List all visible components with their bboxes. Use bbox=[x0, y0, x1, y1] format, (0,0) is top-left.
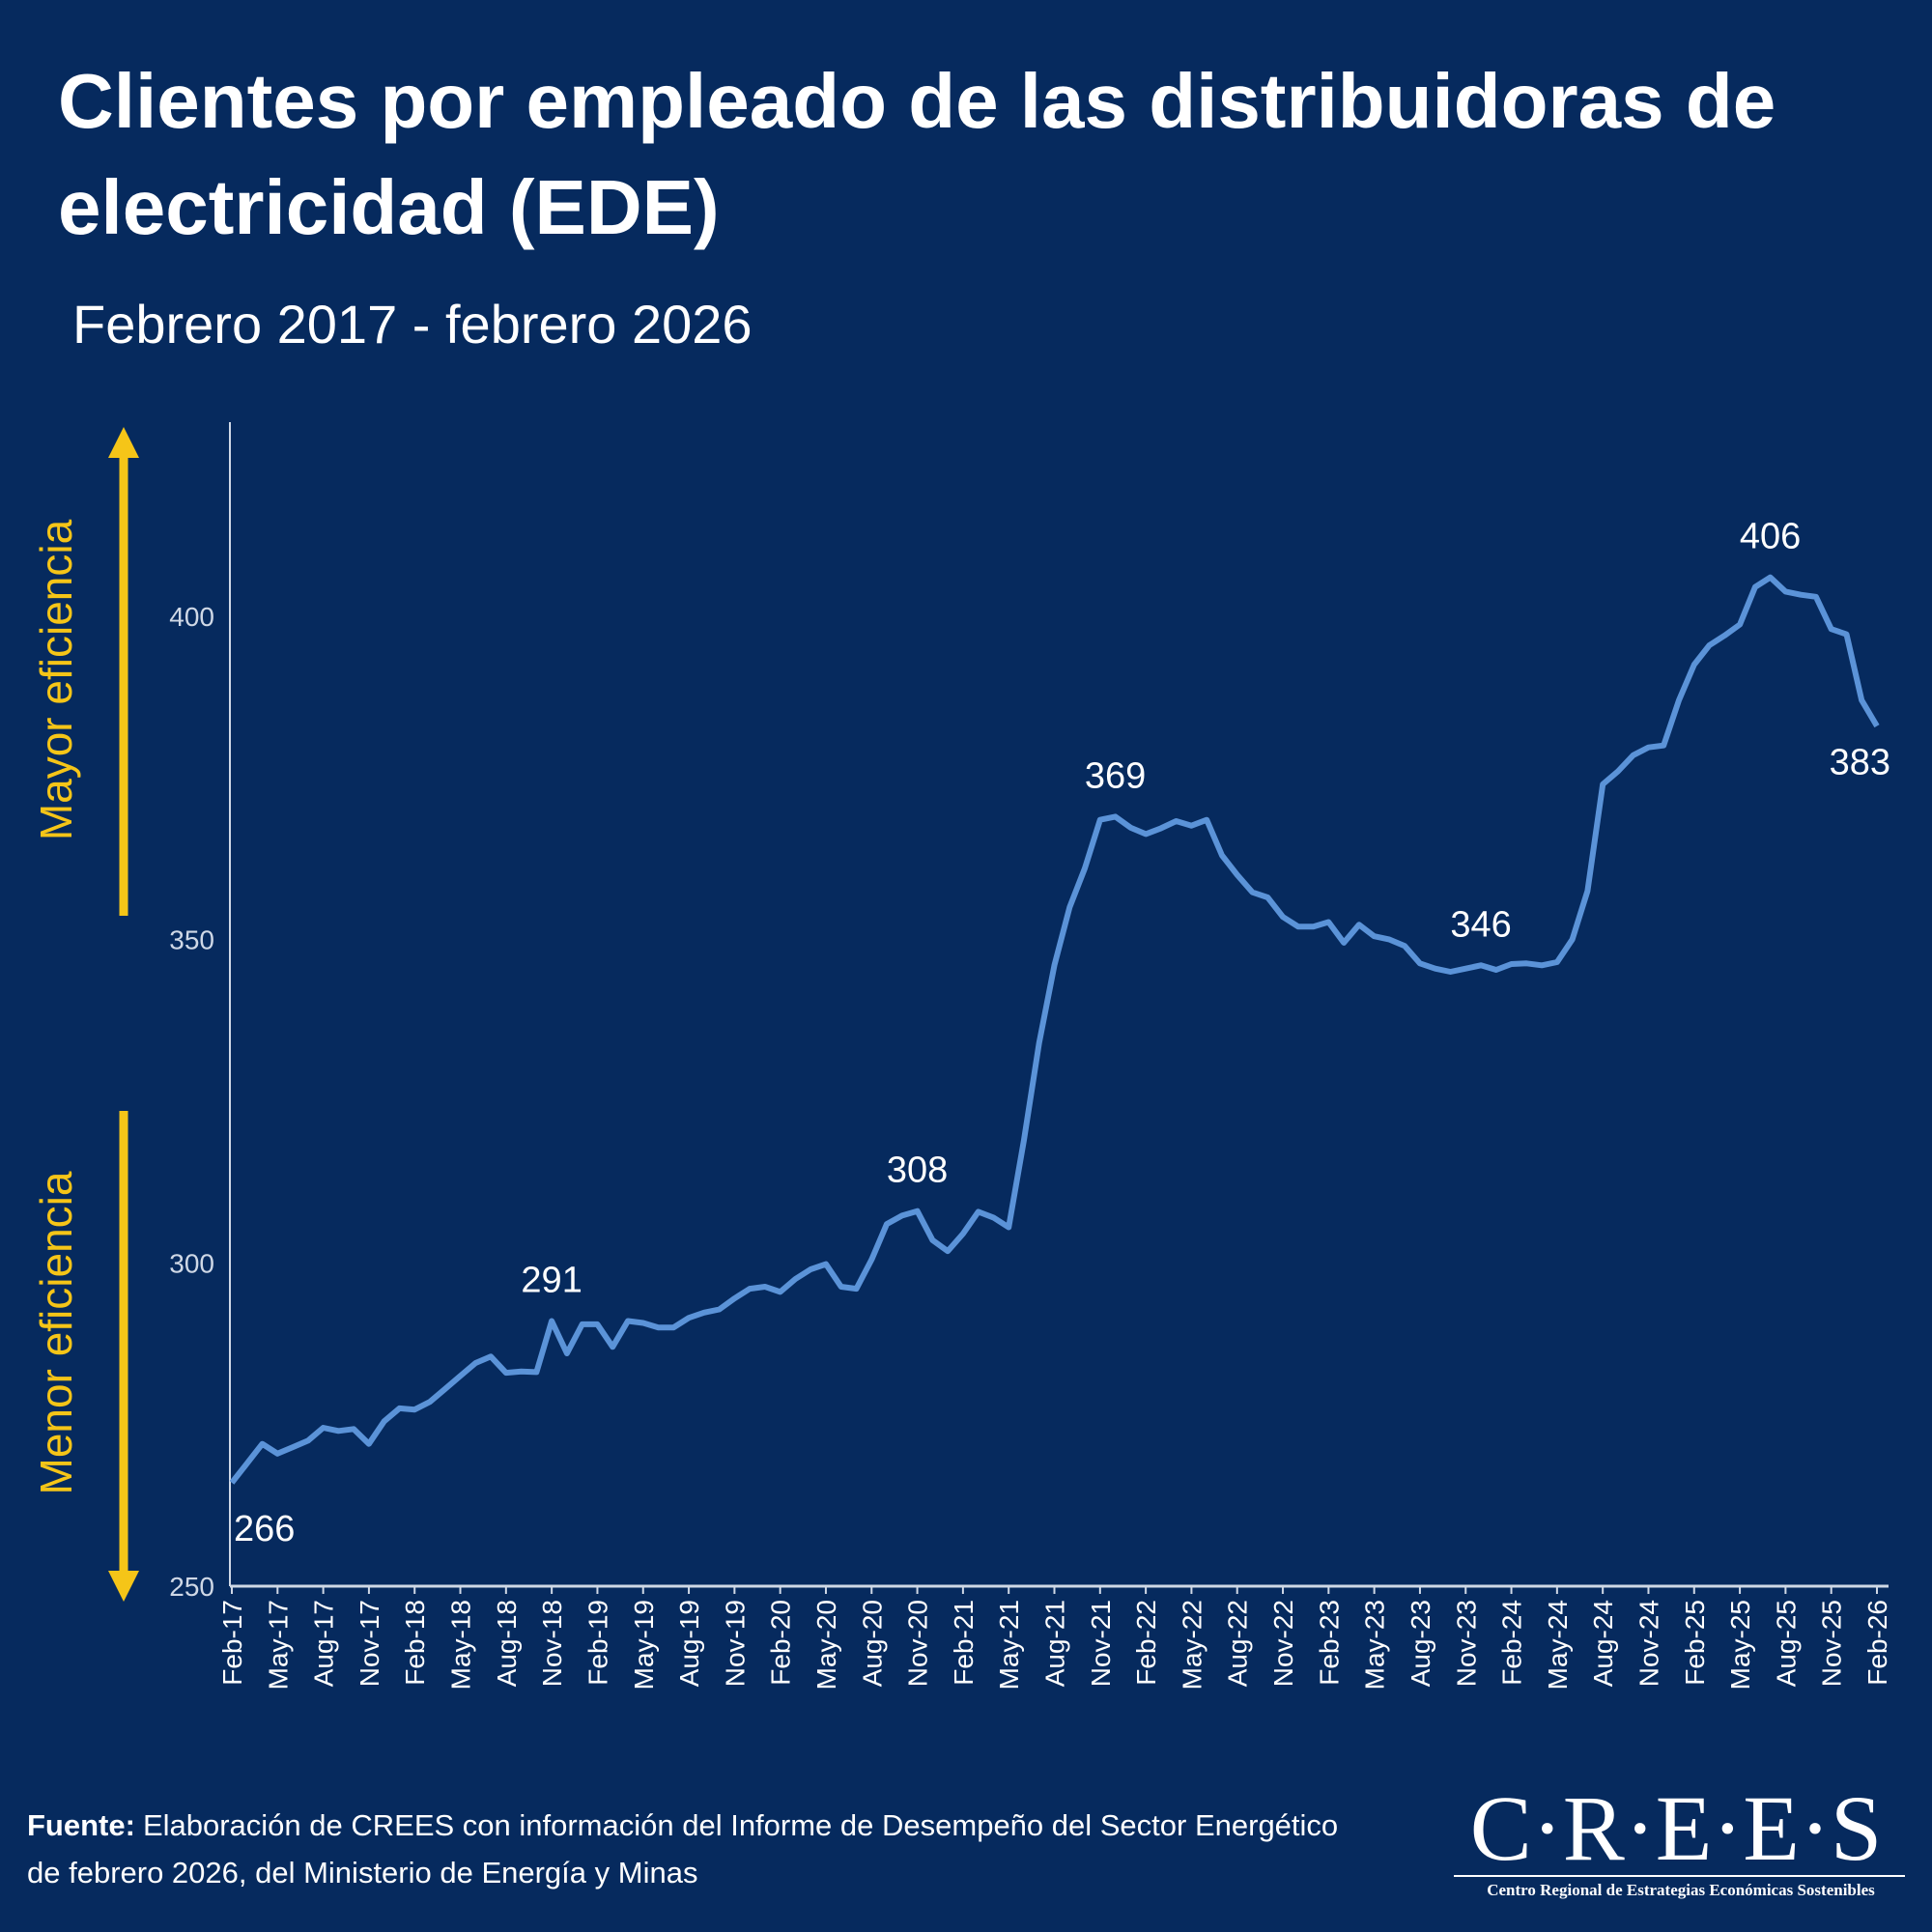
x-tick-label: Feb-24 bbox=[1497, 1600, 1527, 1686]
x-tick-label: Nov-23 bbox=[1451, 1600, 1481, 1687]
arrow-head bbox=[108, 427, 139, 458]
x-tick-label: Nov-22 bbox=[1268, 1600, 1298, 1687]
x-tick-label: Aug-18 bbox=[492, 1600, 522, 1687]
x-tick-label: Feb-21 bbox=[949, 1600, 979, 1686]
x-tick-label: Aug-25 bbox=[1771, 1600, 1801, 1687]
data-label: 346 bbox=[1450, 904, 1511, 945]
chart-subtitle: Febrero 2017 - febrero 2026 bbox=[72, 294, 753, 355]
x-tick-label: May-19 bbox=[629, 1600, 659, 1690]
arrow-head bbox=[108, 1571, 139, 1602]
y-tick-label: 350 bbox=[169, 925, 214, 955]
annotation: Mayor eficiencia bbox=[31, 519, 81, 840]
x-tick-label: Aug-20 bbox=[857, 1600, 887, 1687]
x-tick-label: Aug-17 bbox=[309, 1600, 339, 1687]
x-tick-label: May-23 bbox=[1360, 1600, 1390, 1690]
source: Fuente: Elaboración de CREES con informac… bbox=[27, 1808, 1338, 1842]
x-tick-label: Aug-22 bbox=[1223, 1600, 1253, 1687]
data-line bbox=[229, 574, 1880, 1485]
x-tick-label: May-21 bbox=[994, 1600, 1024, 1690]
x-tick-label: Nov-20 bbox=[903, 1600, 933, 1687]
logo: C·R·E·E·S bbox=[1470, 1776, 1883, 1880]
chart-title: Clientes por empleado de las distribuido… bbox=[58, 58, 1776, 144]
y-tick-label: 300 bbox=[169, 1248, 214, 1278]
x-tick-label: Nov-21 bbox=[1086, 1600, 1116, 1687]
source-text: Elaboración de CREES con información del… bbox=[143, 1808, 1338, 1842]
data-label: 383 bbox=[1830, 743, 1890, 783]
x-tick-label: Feb-23 bbox=[1314, 1600, 1344, 1686]
source-text: de febrero 2026, del Ministerio de Energ… bbox=[27, 1856, 697, 1889]
x-tick-label: Aug-19 bbox=[674, 1600, 704, 1687]
x-tick-label: Feb-18 bbox=[400, 1600, 430, 1686]
source-label: Fuente: bbox=[27, 1808, 135, 1842]
x-tick-label: Nov-25 bbox=[1817, 1600, 1847, 1687]
x-tick-label: Nov-17 bbox=[355, 1600, 384, 1687]
data-label: 291 bbox=[521, 1261, 582, 1301]
data-label: 266 bbox=[234, 1509, 295, 1549]
y-tick-label: 400 bbox=[169, 602, 214, 632]
x-tick-label: Aug-21 bbox=[1040, 1600, 1070, 1687]
x-tick-label: May-25 bbox=[1725, 1600, 1755, 1690]
x-tick-label: Feb-20 bbox=[766, 1600, 796, 1686]
x-tick-label: Feb-22 bbox=[1131, 1600, 1161, 1686]
y-tick-label: 250 bbox=[169, 1572, 214, 1602]
x-tick-label: Aug-24 bbox=[1588, 1600, 1618, 1687]
x-tick-label: Feb-19 bbox=[582, 1600, 612, 1686]
x-tick-label: May-22 bbox=[1177, 1600, 1207, 1690]
x-tick-label: Feb-17 bbox=[217, 1600, 247, 1686]
x-tick-label: Nov-24 bbox=[1634, 1600, 1663, 1687]
x-tick-label: May-18 bbox=[446, 1600, 476, 1690]
data-label: 308 bbox=[887, 1151, 948, 1191]
x-tick-label: May-24 bbox=[1543, 1600, 1573, 1690]
x-tick-label: May-20 bbox=[811, 1600, 841, 1690]
chart-title: electricidad (EDE) bbox=[58, 164, 720, 250]
data-label: 369 bbox=[1085, 755, 1146, 796]
x-tick-label: Nov-18 bbox=[537, 1600, 567, 1687]
x-tick-label: Feb-25 bbox=[1680, 1600, 1710, 1686]
x-tick-label: Feb-26 bbox=[1862, 1600, 1892, 1686]
x-tick-label: May-17 bbox=[263, 1600, 293, 1690]
logo-tagline: Centro Regional de Estrategias Económica… bbox=[1487, 1881, 1875, 1899]
x-tick-label: Aug-23 bbox=[1406, 1600, 1435, 1687]
x-tick-label: Nov-19 bbox=[720, 1600, 750, 1687]
annotation: Menor eficiencia bbox=[31, 1171, 81, 1494]
data-label: 406 bbox=[1740, 517, 1801, 557]
